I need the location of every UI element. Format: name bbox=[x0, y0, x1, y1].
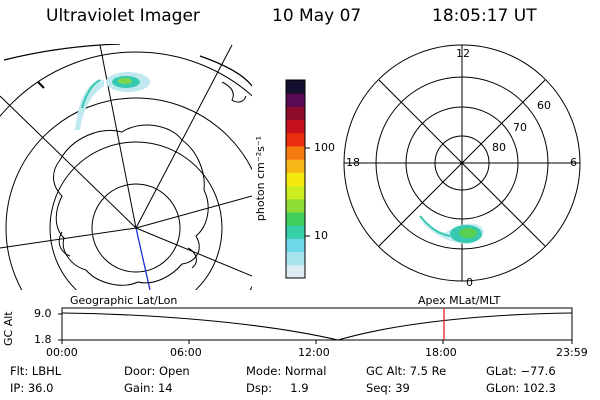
colorbar-band bbox=[286, 159, 305, 173]
coastline-detail bbox=[221, 81, 247, 103]
geo-caption: Geographic Lat/Lon bbox=[70, 294, 178, 307]
colorbar-frame bbox=[285, 79, 306, 279]
mlt-label-18: 18 bbox=[346, 156, 360, 169]
alt-x-tick-0600: 06:00 bbox=[170, 346, 202, 359]
geo-lat-circle-outer bbox=[5, 97, 252, 290]
alt-y-top: 9.0 bbox=[34, 307, 52, 320]
mag-diagonal bbox=[378, 79, 546, 247]
info-seq: Seq: 39 bbox=[366, 381, 410, 395]
mlt-label-0: 0 bbox=[466, 276, 473, 289]
geographic-map bbox=[0, 44, 252, 290]
mlt-label-6: 6 bbox=[570, 156, 577, 169]
colorbar-label-100: 100 bbox=[314, 141, 335, 154]
info-filter: Flt: LBHL bbox=[10, 364, 62, 378]
geo-aurora bbox=[74, 72, 150, 130]
geo-meridian bbox=[0, 95, 137, 229]
colorbar-unit-label: photon cm⁻²s⁻¹ bbox=[254, 135, 268, 222]
geo-lat-circle-far bbox=[0, 51, 252, 118]
instrument-title: Ultraviolet Imager bbox=[46, 6, 200, 26]
geo-lat-circle-mid bbox=[49, 141, 223, 290]
colorbar-band bbox=[286, 251, 305, 266]
info-gain: Gain: 14 bbox=[124, 381, 173, 395]
mag-caption: Apex MLat/MLT bbox=[418, 294, 501, 307]
coastline-detail bbox=[187, 247, 197, 269]
info-glon: GLon: 102.3 bbox=[486, 381, 556, 395]
mag-polar-plot bbox=[343, 44, 581, 282]
geo-meridian bbox=[135, 227, 252, 277]
geo-lat-circle-inner bbox=[91, 183, 181, 273]
colorbar-band bbox=[286, 172, 305, 187]
geo-meridian bbox=[0, 227, 137, 249]
geo-meridian bbox=[99, 44, 137, 229]
colorbar-band bbox=[286, 238, 305, 253]
colorbar-band bbox=[286, 198, 305, 213]
info-mode: Mode: Normal bbox=[246, 364, 327, 378]
colorbar-band bbox=[286, 225, 305, 239]
antarctica-coastline bbox=[53, 124, 209, 286]
colorbar-band bbox=[286, 106, 305, 121]
info-gc-alt: GC Alt: 7.5 Re bbox=[366, 364, 447, 378]
altitude-strip bbox=[58, 307, 573, 344]
observation-date: 10 May 07 bbox=[272, 6, 362, 26]
colorbar-band bbox=[286, 80, 305, 94]
mlt-label-12: 12 bbox=[456, 47, 470, 60]
observation-time: 18:05:17 UT bbox=[432, 6, 537, 26]
mlat-label-70: 70 bbox=[513, 121, 527, 134]
geo-meridian bbox=[135, 44, 233, 229]
colorbar-band bbox=[286, 264, 305, 279]
alt-x-tick-1800: 18:00 bbox=[425, 346, 457, 359]
info-dsp: Dsp: 1.9 bbox=[246, 381, 309, 395]
mlat-label-80: 80 bbox=[492, 141, 506, 154]
colorbar-band bbox=[286, 185, 305, 200]
colorbar-band bbox=[286, 119, 305, 134]
alt-x-tick-2359: 23:59 bbox=[556, 346, 588, 359]
alt-strip-frame bbox=[61, 307, 573, 341]
colorbar-band bbox=[286, 93, 305, 107]
altitude-curve bbox=[61, 312, 573, 341]
info-glat: GLat: −77.6 bbox=[486, 364, 556, 378]
info-door: Door: Open bbox=[124, 364, 190, 378]
geo-marker bbox=[37, 81, 45, 89]
colorbar-band bbox=[286, 132, 305, 147]
colorbar-band bbox=[286, 212, 305, 226]
alt-axis-label: GC Alt bbox=[2, 311, 15, 346]
info-ip: IP: 36.0 bbox=[10, 381, 54, 395]
geo-meridian-highlight bbox=[135, 227, 151, 290]
coastline-detail bbox=[58, 231, 71, 257]
colorbar-label-10: 10 bbox=[314, 229, 328, 242]
geo-limb bbox=[199, 55, 252, 87]
geo-meridian bbox=[135, 195, 252, 229]
alt-y-bottom: 1.8 bbox=[34, 333, 52, 346]
colorbar-band bbox=[286, 146, 305, 160]
mlat-label-60: 60 bbox=[537, 99, 551, 112]
alt-x-tick-0000: 00:00 bbox=[46, 346, 78, 359]
mag-aurora bbox=[416, 214, 484, 244]
geo-limb bbox=[3, 44, 121, 61]
colorbar bbox=[285, 79, 310, 279]
alt-x-tick-1200: 12:00 bbox=[298, 346, 330, 359]
